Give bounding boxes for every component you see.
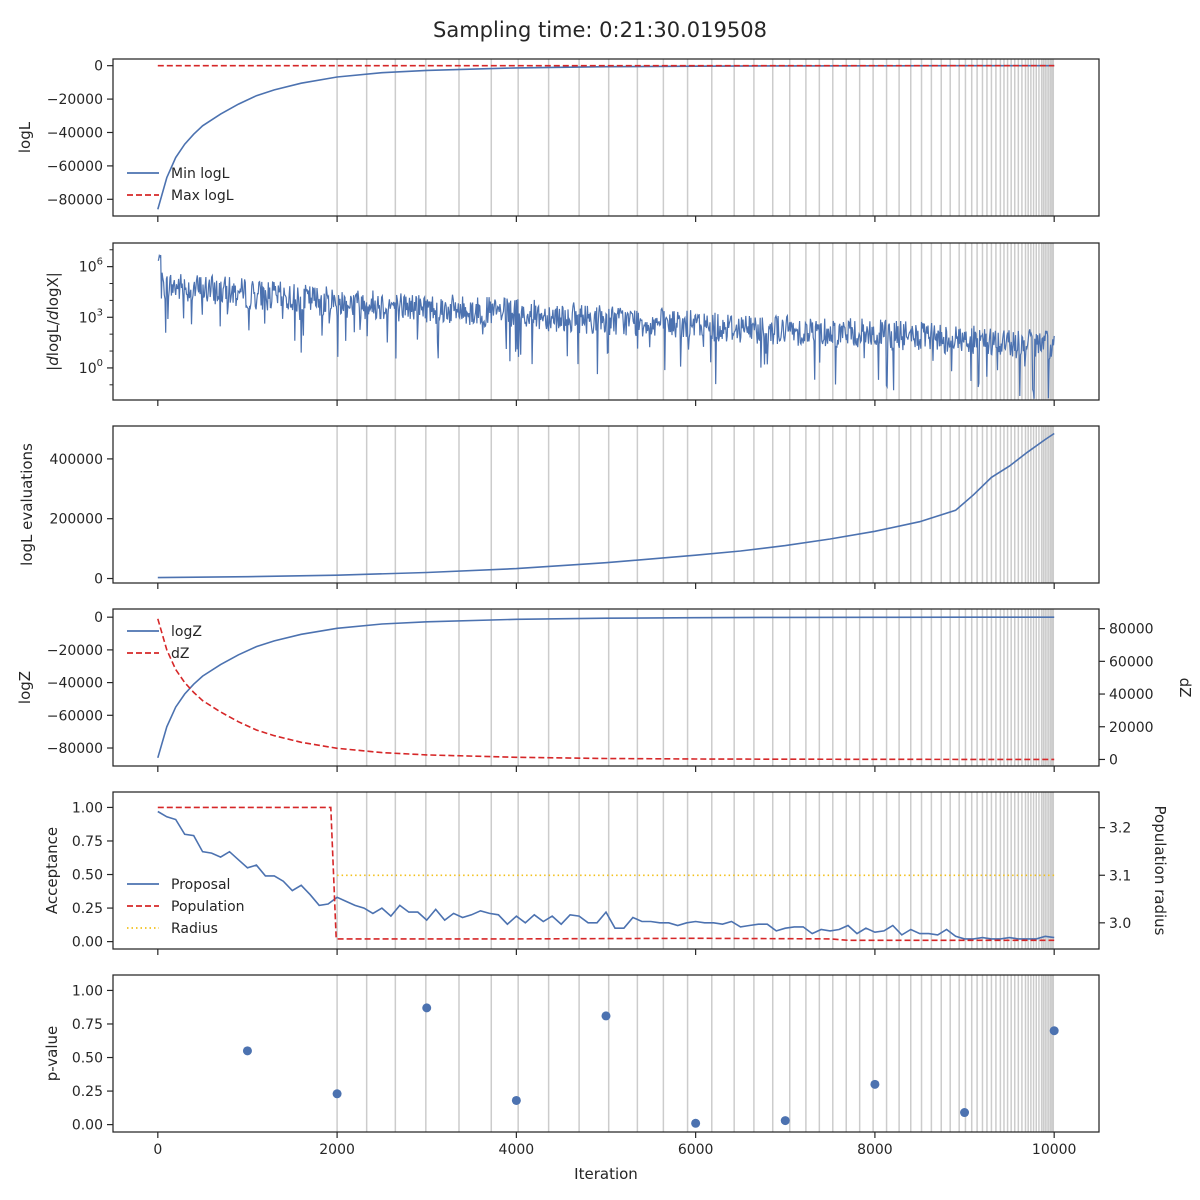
y-tick-label: 200000 [50,512,103,528]
series-line [157,810,1055,940]
y-tick-label: 1.00 [72,983,103,999]
y-tick-label: −60000 [47,159,103,175]
series-line [157,432,1055,579]
panel-2-frame [112,425,1100,584]
figure-title: Sampling time: 0:21:30.019508 [433,18,767,42]
legend-label: logZ [171,624,202,640]
y-axis-label: Acceptance [43,827,61,914]
y-axis-label: p-value [43,1026,61,1082]
y-tick-label: 0 [94,572,103,588]
scatter-point [601,1011,611,1021]
scatter-point [332,1089,342,1099]
y-tick-label: −80000 [47,192,103,208]
x-tick-label: 0 [153,1142,162,1158]
y-right-axis-label: dZ [1176,678,1194,698]
panel-5-frame [112,974,1100,1133]
panel-4-frame [112,791,1100,950]
y-right-axis-label: Population radius [1151,806,1169,936]
legend-label: Proposal [171,877,230,893]
panel-1-plot-area [157,243,1055,400]
panel-0-frame [112,58,1100,217]
y-right-tick-label: 60000 [1109,654,1154,670]
y-tick-label: 0.00 [72,935,103,951]
scatter-point [511,1095,521,1105]
y-right-tick-label: 0 [1109,752,1118,768]
series-line [157,618,1055,761]
y-tick-label: −80000 [47,741,103,757]
legend-label: Min logL [171,166,230,182]
series-line [157,64,1055,210]
panel-1-frame [112,242,1100,401]
scatter-point [422,1003,432,1013]
series-line [157,616,1055,759]
legend-label: Radius [171,921,218,937]
y-axis-label: logL [16,121,34,153]
series-line [157,253,1055,399]
scatter-point [1049,1026,1059,1036]
y-tick-label: 0.00 [72,1118,103,1134]
y-tick-label: −40000 [47,125,103,141]
y-tick-label: −20000 [47,643,103,659]
y-axis-label: logL evaluations [18,443,36,566]
y-tick-label: 103 [79,307,103,326]
y-tick-label: −40000 [47,676,103,692]
scatter-point [242,1046,252,1056]
panel-3-plot-area [157,609,1055,766]
series-line [157,806,1055,942]
scatter-point [960,1108,970,1118]
y-right-tick-label: 20000 [1109,720,1154,736]
y-tick-label: 0.50 [72,868,103,884]
y-tick-label: 0.50 [72,1051,103,1067]
y-tick-label: 0.25 [72,1084,103,1100]
x-axis-label: Iteration [574,1165,638,1183]
scatter-point [691,1118,701,1128]
y-tick-label: 0.75 [72,1017,103,1033]
y-right-tick-label: 3.1 [1109,868,1131,884]
y-tick-label: 0.75 [72,834,103,850]
y-right-tick-label: 40000 [1109,687,1154,703]
y-axis-label: logZ [16,671,34,704]
x-tick-label: 2000 [319,1142,355,1158]
legend-label: dZ [171,646,189,662]
y-tick-label: 400000 [50,452,103,468]
y-right-tick-label: 3.0 [1109,916,1131,932]
legend-label: Max logL [171,188,234,204]
y-right-tick-label: 3.2 [1109,821,1131,837]
panel-4-plot-area [157,792,1055,949]
panel-0-plot-area [157,59,1055,216]
y-tick-label: 0 [94,610,103,626]
scatter-point [780,1116,790,1126]
x-tick-label: 4000 [499,1142,535,1158]
panel-3-frame [112,608,1100,767]
y-tick-label: 106 [79,257,103,276]
panel-5-plot-area [242,975,1059,1132]
y-tick-label: 100 [79,358,103,377]
y-tick-label: 1.00 [72,800,103,816]
y-tick-label: −60000 [47,708,103,724]
y-tick-label: 0 [94,59,103,75]
scatter-point [870,1079,880,1089]
x-tick-label: 10000 [1032,1142,1077,1158]
panel-2-plot-area [157,426,1055,583]
y-tick-label: 0.25 [72,901,103,917]
x-tick-label: 6000 [678,1142,714,1158]
y-right-tick-label: 80000 [1109,622,1154,638]
y-axis-label: |dlogL/dlogX| [44,272,62,371]
x-tick-label: 8000 [857,1142,893,1158]
y-tick-label: −20000 [47,92,103,108]
legend-label: Population [171,899,245,915]
